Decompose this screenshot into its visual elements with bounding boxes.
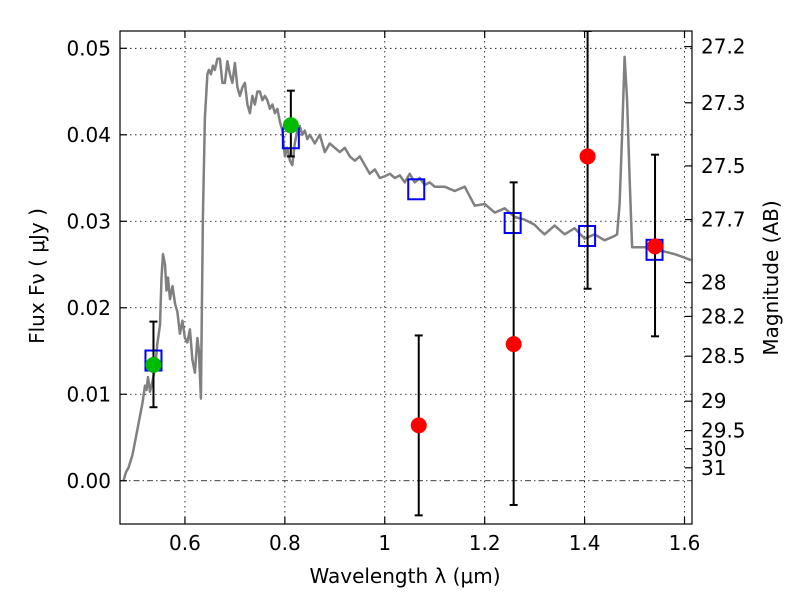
magnitude-tick-label: 28.5 [701, 344, 746, 368]
x-tick-label: 1.2 [469, 531, 501, 555]
x-tick-label: 0.8 [269, 531, 301, 555]
right-axis-label: Magnitude (AB) [759, 200, 783, 355]
magnitude-tick-label: 27.3 [701, 91, 746, 115]
model-spectrum-line [122, 55, 692, 482]
x-tick-label: 0.6 [169, 531, 201, 555]
y-tick-label: 0.03 [66, 209, 111, 233]
grid-lines [120, 31, 692, 524]
magnitude-tick-label: 27.5 [701, 154, 746, 178]
non-detection-point [505, 336, 522, 353]
magnitude-tick-label: 28 [701, 271, 726, 295]
magnitude-tick-label: 29.5 [701, 419, 746, 443]
y-tick-label: 0.04 [66, 123, 111, 147]
plot-area [122, 31, 692, 517]
y-axis-label: Flux Fν ( μJy ) [25, 208, 49, 344]
y-tick-label: 0.02 [66, 296, 111, 320]
x-axis-label: Wavelength λ (μm) [309, 564, 500, 588]
axis-ticks [120, 31, 692, 524]
y-tick-label: 0.01 [66, 382, 111, 406]
non-detection-point [410, 417, 427, 434]
detection-point [282, 117, 299, 134]
y-tick-label: 0.05 [66, 36, 111, 60]
x-tick-label: 1.4 [569, 531, 601, 555]
synthetic-photometry-marker [407, 178, 426, 201]
magnitude-tick-label: 31 [701, 456, 726, 480]
non-detection-point [579, 148, 596, 165]
magnitude-tick-label: 27.2 [701, 35, 746, 59]
x-tick-label: 1.6 [669, 531, 701, 555]
magnitude-tick-label: 30 [701, 437, 726, 461]
magnitude-tick-label: 28.2 [701, 304, 746, 328]
magnitude-tick-label: 29 [701, 389, 726, 413]
detection-point [145, 356, 162, 373]
x-tick-label: 1 [378, 531, 391, 555]
y-tick-label: 0.00 [66, 469, 111, 493]
magnitude-tick-label: 27.7 [701, 208, 746, 232]
non-detection-point [647, 238, 664, 255]
plot-frame [119, 30, 693, 525]
